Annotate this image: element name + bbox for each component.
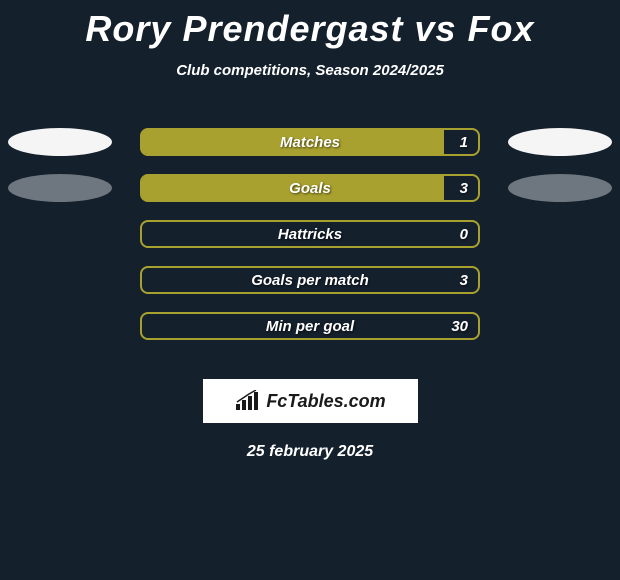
ellipse-right xyxy=(508,174,612,202)
stat-label: Goals per match xyxy=(251,272,369,289)
stat-value: 30 xyxy=(451,318,468,335)
stat-row-matches: Matches 1 xyxy=(0,119,620,165)
stat-label: Hattricks xyxy=(278,226,342,243)
stat-value: 3 xyxy=(460,272,468,289)
stats-container: Matches 1 Goals 3 Hattricks 0 Goals per … xyxy=(0,119,620,349)
stat-label: Matches xyxy=(280,134,340,151)
chart-icon xyxy=(234,390,260,412)
stat-row-hattricks: Hattricks 0 xyxy=(0,211,620,257)
page-title: Rory Prendergast vs Fox xyxy=(0,0,620,50)
stat-row-goals: Goals 3 xyxy=(0,165,620,211)
stat-bar: Goals 3 xyxy=(140,174,480,202)
stat-bar: Matches 1 xyxy=(140,128,480,156)
ellipse-left xyxy=(8,128,112,156)
stat-bar: Goals per match 3 xyxy=(140,266,480,294)
ellipse-right xyxy=(508,128,612,156)
stat-row-goals-per-match: Goals per match 3 xyxy=(0,257,620,303)
fctables-logo[interactable]: FcTables.com xyxy=(203,379,418,423)
stat-label: Goals xyxy=(289,180,331,197)
stat-bar: Hattricks 0 xyxy=(140,220,480,248)
logo-text: FcTables.com xyxy=(266,391,385,412)
date-text: 25 february 2025 xyxy=(0,443,620,461)
stat-label: Min per goal xyxy=(266,318,354,335)
subtitle: Club competitions, Season 2024/2025 xyxy=(0,62,620,79)
stat-row-min-per-goal: Min per goal 30 xyxy=(0,303,620,349)
stat-value: 0 xyxy=(460,226,468,243)
stat-value: 1 xyxy=(460,134,468,151)
ellipse-left xyxy=(8,174,112,202)
stat-bar: Min per goal 30 xyxy=(140,312,480,340)
stat-value: 3 xyxy=(460,180,468,197)
